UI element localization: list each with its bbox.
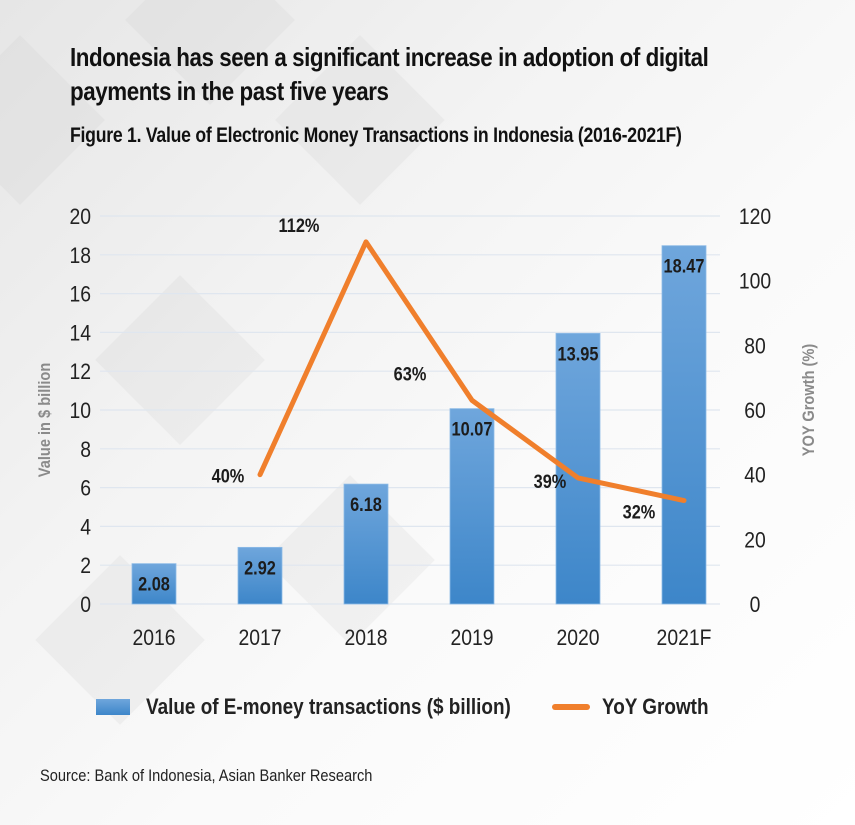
bar-2019 [449,408,495,605]
left-axis-tick-label: 6 [80,476,91,500]
growth-value-label: 112% [279,215,320,236]
x-axis-tick-label: 2021F [657,626,712,650]
growth-value-label: 40% [212,466,245,487]
left-axis-tick-label: 14 [69,321,91,345]
legend: Value of E-money transactions ($ billion… [96,694,726,720]
headline: Indonesia has seen a significant increas… [70,42,709,106]
growth-value-label: 39% [534,471,567,492]
left-axis-tick-label: 18 [69,244,91,268]
bar-value-label: 10.07 [452,418,493,439]
left-axis-tick-label: 0 [80,593,91,617]
bar-2018 [343,483,389,605]
legend-line-swatch-icon [552,704,591,710]
chart-title: Figure 1. Value of Electronic Money Tran… [70,124,682,147]
left-axis-tick-label: 8 [80,438,91,462]
right-axis-tick-label: 0 [750,593,761,617]
left-axis-tick-label: 16 [69,282,91,306]
x-axis-tick-label: 2020 [556,626,599,650]
legend-item-bars: Value of E-money transactions ($ billion… [96,694,570,720]
left-axis-tick-label: 10 [69,399,91,423]
legend-item-line: YoY Growth [530,694,726,720]
right-axis-tick-label: 20 [744,528,766,552]
x-axis-tick-label: 2019 [450,626,493,650]
left-axis-tick-label: 20 [69,205,91,229]
bar-value-label: 2.08 [138,573,170,594]
legend-label-line: YoY Growth [602,694,709,719]
bar-value-label: 2.92 [244,557,276,578]
right-axis-tick-label: 100 [739,270,771,294]
left-axis-tick-label: 4 [80,515,91,539]
growth-value-label: 63% [394,363,427,384]
bar-2017 [237,546,283,605]
source-note: Source: Bank of Indonesia, Asian Banker … [40,766,373,785]
bar-value-label: 13.95 [558,343,599,364]
x-axis-tick-label: 2017 [238,626,281,650]
chart: 2.08 2.92 6.18 10.07 13.95 18.47 40% 112% 63% 39%… [36,205,818,650]
bar-2021F [661,245,707,605]
right-axis-tick-label: 80 [744,334,766,358]
left-axis-title: Value in $ billion [36,363,54,477]
bar-2016 [131,563,177,605]
right-axis-tick-label: 40 [744,464,766,488]
right-axis-tick-label: 120 [739,205,771,229]
legend-label-bars: Value of E-money transactions ($ billion… [146,694,511,719]
left-axis-tick-label: 2 [80,554,91,578]
x-axis-tick-label: 2016 [132,626,175,650]
bar-value-label: 6.18 [350,494,382,515]
right-axis-tick-label: 60 [744,399,766,423]
bar-value-label: 18.47 [664,256,705,277]
left-axis-tick-label: 12 [69,360,91,384]
legend-bar-swatch-icon [96,699,130,715]
x-axis-tick-label: 2018 [344,626,387,650]
growth-value-label: 32% [623,501,656,522]
right-axis-title: YOY Growth (%) [800,344,818,457]
